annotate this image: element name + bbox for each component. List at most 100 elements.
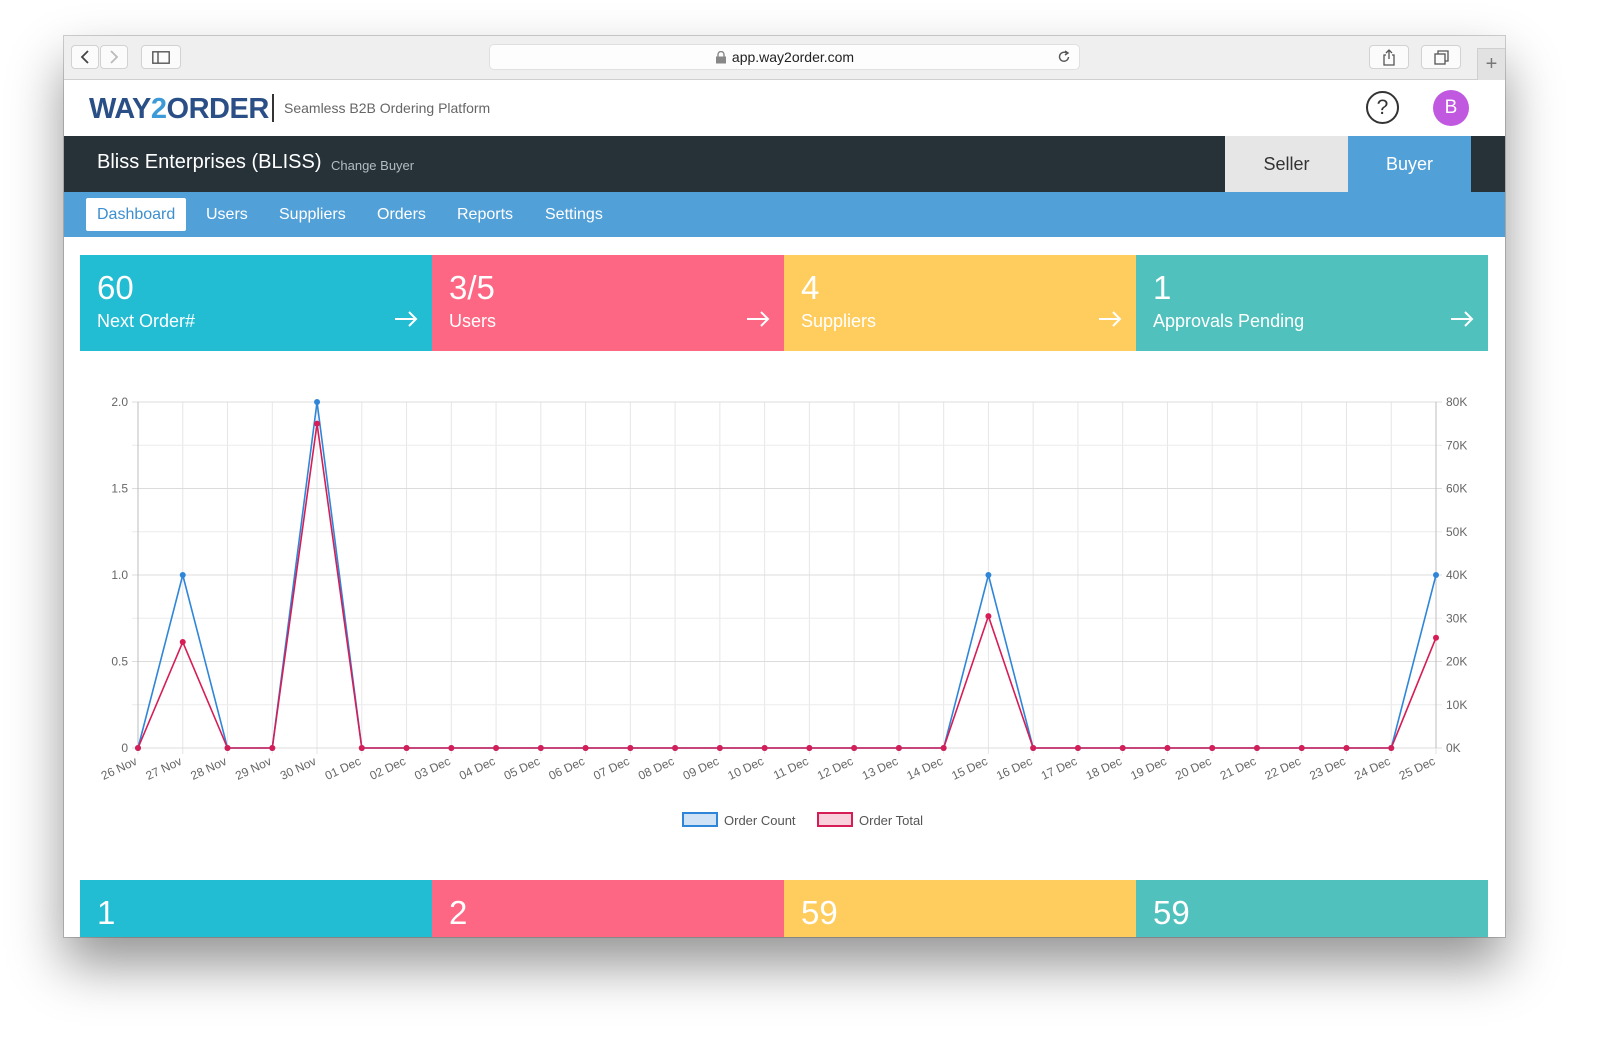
- x-axis-tick-label: 03 Dec: [412, 754, 452, 783]
- change-buyer-link[interactable]: Change Buyer: [331, 158, 415, 173]
- data-point-order-total: [895, 745, 902, 751]
- account-bar: Bliss Enterprises (BLISS) Change Buyer S…: [64, 136, 1505, 192]
- nav-reports[interactable]: Reports: [457, 205, 514, 223]
- x-axis-tick-label: 20 Dec: [1173, 754, 1213, 783]
- x-axis-tick-label: 04 Dec: [457, 754, 497, 783]
- data-point-order-total: [493, 745, 500, 751]
- stat-card-next-order[interactable]: 60 Next Order#: [80, 255, 432, 351]
- bottom-stat-value: 59: [801, 894, 838, 931]
- company-name: Bliss Enterprises (BLISS): [97, 151, 322, 173]
- data-point-order-count: [179, 572, 186, 578]
- share-icon: [1383, 48, 1395, 66]
- data-point-order-total: [761, 745, 768, 751]
- left-axis-tick-label: 0: [121, 741, 128, 755]
- address-bar[interactable]: app.way2order.com: [489, 44, 1080, 70]
- data-point-order-total: [135, 745, 141, 751]
- x-axis-tick-label: 02 Dec: [367, 754, 407, 783]
- help-button[interactable]: ?: [1366, 91, 1399, 124]
- share-button[interactable]: [1369, 45, 1409, 69]
- data-point-order-count: [985, 572, 992, 578]
- data-point-order-total: [1433, 634, 1439, 641]
- data-point-order-total: [851, 745, 858, 751]
- stat-label: Next Order#: [97, 311, 196, 331]
- x-axis-tick-label: 14 Dec: [905, 754, 945, 783]
- stat-label: Users: [449, 311, 497, 331]
- stat-card-approvals[interactable]: 1 Approvals Pending: [1136, 255, 1488, 351]
- legend-swatch: [817, 812, 853, 827]
- bottom-stat-card-1[interactable]: 1: [80, 880, 432, 937]
- stat-value: 1: [1153, 269, 1172, 306]
- sidebar-icon: [152, 50, 170, 64]
- reload-icon[interactable]: [1057, 50, 1071, 64]
- stat-card-users[interactable]: 3/5 Users: [432, 255, 784, 351]
- data-point-order-total: [716, 745, 723, 751]
- data-point-order-total: [224, 745, 231, 751]
- bottom-stat-card-4[interactable]: 59: [1136, 880, 1488, 937]
- x-axis-tick-label: 28 Nov: [188, 754, 228, 783]
- stat-card-suppliers[interactable]: 4 Suppliers: [784, 255, 1136, 351]
- data-point-order-total: [448, 745, 455, 751]
- legend-swatch: [682, 812, 718, 827]
- main-nav: Dashboard Users Suppliers Orders Reports…: [64, 192, 1505, 237]
- right-axis-tick-label: 60K: [1446, 482, 1467, 496]
- logo-text-2: 2: [150, 93, 167, 125]
- right-axis-tick-label: 40K: [1446, 568, 1467, 582]
- data-point-order-total: [1253, 745, 1260, 751]
- legend-label: Order Total: [859, 813, 923, 828]
- left-axis-tick-label: 1.5: [111, 482, 128, 496]
- data-point-order-total: [358, 745, 365, 751]
- browser-toolbar: app.way2order.com +: [64, 36, 1505, 80]
- stat-value: 3/5: [449, 269, 495, 306]
- data-point-order-total: [1298, 745, 1305, 751]
- url-text: app.way2order.com: [731, 49, 855, 65]
- bottom-stat-card-3[interactable]: 59: [784, 880, 1136, 937]
- user-avatar[interactable]: B: [1433, 90, 1469, 126]
- browser-window: app.way2order.com + WAY 2 ORDER Seamless B…: [64, 36, 1505, 937]
- sidebar-toggle-button[interactable]: [141, 45, 181, 69]
- right-axis-tick-label: 30K: [1446, 611, 1467, 625]
- arrow-right-icon[interactable]: [394, 311, 418, 327]
- orders-chart-svg: 0K 10K 20K 30K 40K 50K 60K 70K 80K 0 0.5 1.0 1.5 2.0 2…: [99, 395, 1467, 828]
- x-axis-tick-label: 07 Dec: [591, 754, 631, 783]
- bottom-stat-card-2[interactable]: 2: [432, 880, 784, 937]
- right-axis-tick-label: 0K: [1446, 741, 1461, 755]
- data-point-order-total: [537, 745, 544, 751]
- chevron-left-icon: [80, 50, 89, 64]
- buyer-toggle[interactable]: Buyer: [1348, 136, 1471, 192]
- nav-users[interactable]: Users: [206, 205, 248, 223]
- x-axis-tick-label: 10 Dec: [726, 754, 766, 783]
- stat-value: 4: [801, 269, 820, 306]
- way2order-logo[interactable]: WAY 2 ORDER: [89, 93, 269, 126]
- bottom-stat-value: 1: [97, 894, 116, 931]
- x-axis-tick-label: 16 Dec: [994, 754, 1034, 783]
- arrow-right-icon[interactable]: [1098, 311, 1122, 327]
- left-axis-tick-label: 0.5: [111, 655, 128, 669]
- nav-orders[interactable]: Orders: [377, 205, 426, 223]
- x-axis-tick-label: 23 Dec: [1307, 754, 1347, 783]
- right-axis-tick-label: 80K: [1446, 395, 1467, 409]
- new-tab-button[interactable]: +: [1477, 48, 1505, 80]
- data-point-order-count: [1433, 572, 1439, 578]
- data-point-order-total: [1343, 745, 1350, 751]
- nav-suppliers[interactable]: Suppliers: [279, 205, 346, 223]
- data-point-order-total: [1164, 745, 1171, 751]
- x-axis-tick-label: 25 Dec: [1397, 754, 1437, 783]
- tabs-overview-button[interactable]: [1421, 45, 1461, 69]
- x-axis-tick-label: 22 Dec: [1263, 754, 1303, 783]
- seller-toggle[interactable]: Seller: [1225, 136, 1348, 192]
- arrow-right-icon[interactable]: [746, 311, 770, 327]
- forward-button[interactable]: [100, 45, 128, 69]
- data-point-order-total: [1030, 745, 1037, 751]
- x-axis-tick-label: 30 Nov: [278, 754, 318, 783]
- nav-settings[interactable]: Settings: [545, 205, 603, 223]
- data-point-order-total: [582, 745, 589, 751]
- x-axis-tick-label: 29 Nov: [233, 754, 273, 783]
- plus-icon: +: [1485, 53, 1498, 75]
- orders-chart: 0K 10K 20K 30K 40K 50K 60K 70K 80K 0 0.5 1.0 1.5 2.0 2…: [94, 386, 1484, 846]
- x-axis-tick-label: 05 Dec: [502, 754, 542, 783]
- tabs-icon: [1433, 49, 1449, 65]
- nav-dashboard[interactable]: Dashboard: [86, 198, 187, 231]
- back-button[interactable]: [71, 45, 99, 69]
- x-axis-tick-label: 27 Nov: [144, 754, 184, 783]
- arrow-right-icon[interactable]: [1450, 311, 1474, 327]
